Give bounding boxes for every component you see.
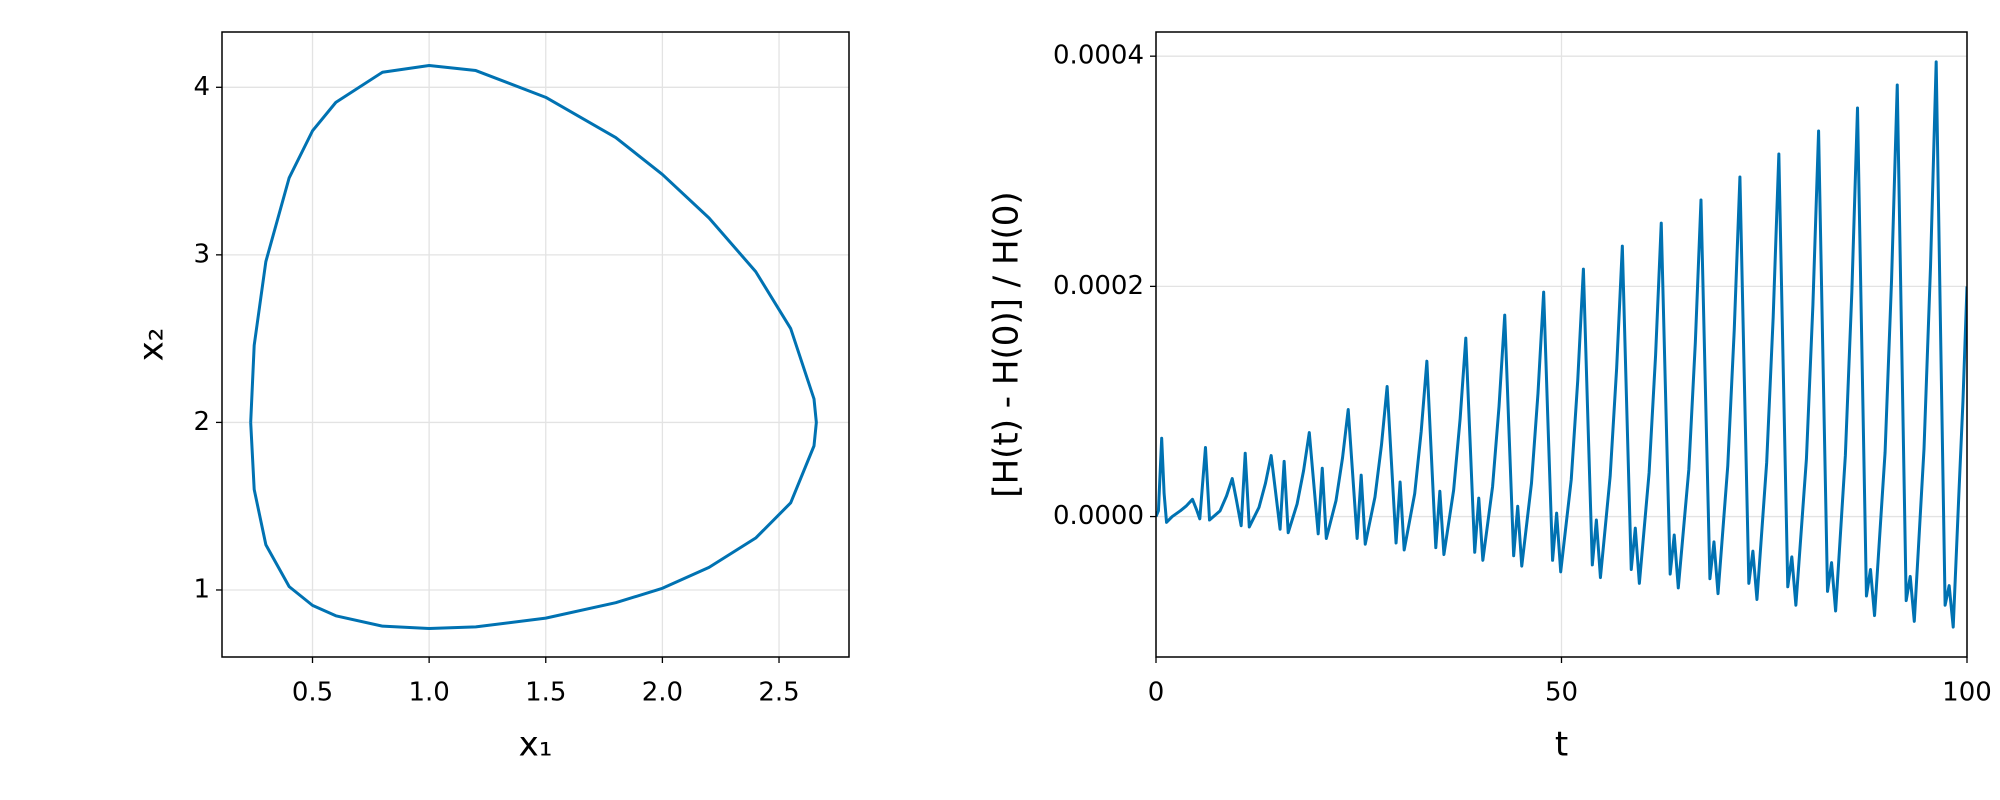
- y-tick-label: 0.0002: [1053, 271, 1144, 301]
- plot-area: [249, 64, 818, 631]
- plot-area: [1156, 60, 1967, 629]
- x-axis-label: x₁: [519, 725, 553, 765]
- y-tick-label: 4: [193, 72, 210, 102]
- y-axis-label: [H(t) - H(0)] / H(0): [987, 191, 1027, 497]
- data-line: [1156, 60, 1967, 629]
- y-tick-label: 3: [193, 239, 210, 269]
- axes-frame: [1155, 31, 1968, 658]
- x-tick-label: 2.0: [642, 678, 683, 708]
- data-line: [249, 64, 818, 631]
- y-tick-label: 0.0000: [1053, 501, 1144, 531]
- y-axis-label: x₂: [132, 328, 172, 362]
- y-tick-label: 0.0004: [1053, 41, 1144, 71]
- axes-frame: [221, 31, 850, 658]
- x-tick-label: 1.0: [408, 678, 449, 708]
- x-tick-label: 50: [1545, 678, 1578, 708]
- x-tick-label: 2.5: [758, 678, 799, 708]
- x-tick-label: 0: [1148, 678, 1165, 708]
- x-tick-label: 0.5: [292, 678, 333, 708]
- x-axis-label: t: [1555, 725, 1568, 765]
- x-tick-label: 100: [1942, 678, 1992, 708]
- y-tick-label: 1: [193, 574, 210, 604]
- subplot: 0.5 1.0 1.5 2.0 2.5 1 2 3 4 x₁ x₂: [132, 31, 850, 765]
- x-tick-label: 1.5: [525, 678, 566, 708]
- y-tick-label: 2: [193, 407, 210, 437]
- subplot: 0 50 100 0.0000 0.0002 0.0004 t [H(t) - H(0)] /…: [987, 31, 1992, 765]
